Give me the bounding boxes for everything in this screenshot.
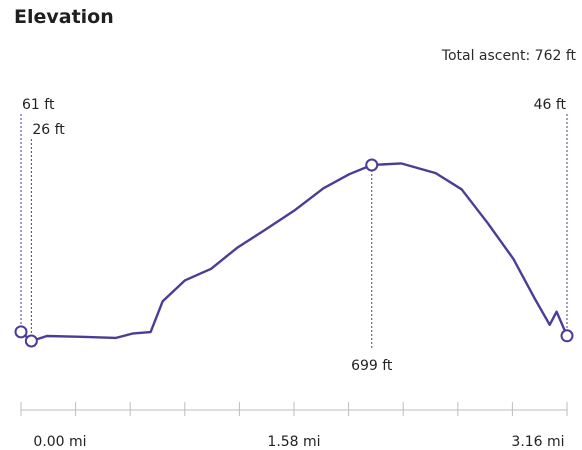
marker-label: 699 ft	[351, 358, 393, 374]
elevation-line	[19, 162, 569, 343]
total-ascent-label: Total ascent:	[441, 48, 531, 64]
total-ascent: Total ascent: 762 ft	[442, 48, 576, 64]
elevation-marker	[365, 158, 379, 172]
x-tick-label: 3.16 mi	[511, 434, 564, 450]
marker-label: 26 ft	[32, 122, 65, 138]
marker-label: 46 ft	[534, 97, 567, 113]
total-ascent-value: 762 ft	[534, 48, 576, 64]
elevation-marker	[560, 329, 574, 343]
marker-label: 61 ft	[22, 97, 55, 113]
elevation-marker	[24, 334, 38, 348]
x-tick-label: 0.00 mi	[33, 434, 86, 450]
x-tick-label: 1.58 mi	[267, 434, 320, 450]
elevation-marker	[14, 325, 28, 339]
chart-title: Elevation	[14, 6, 114, 28]
